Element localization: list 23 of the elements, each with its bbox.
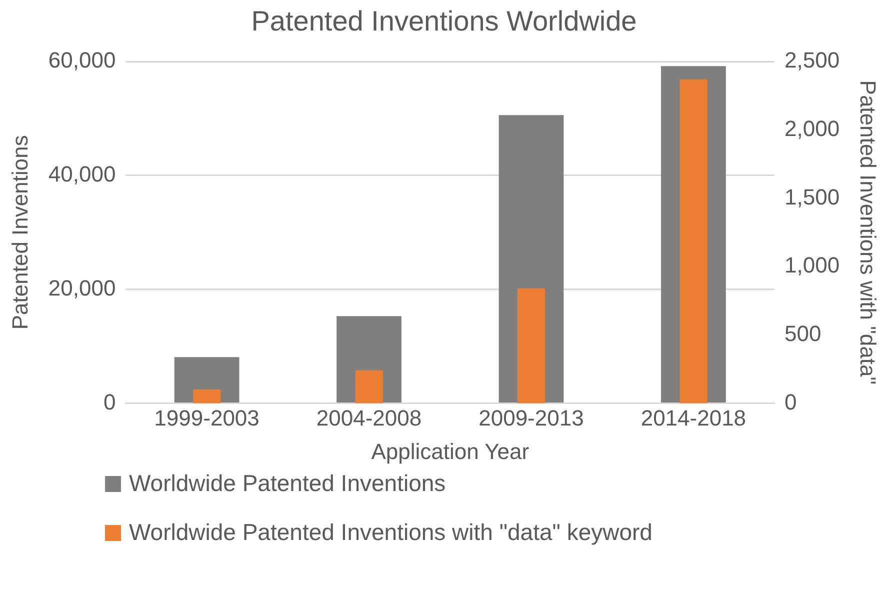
bar <box>517 288 546 404</box>
x-axis-title: Application Year <box>371 438 530 464</box>
y-tick-label: 60,000 <box>48 48 116 73</box>
x-tick-label: 2004-2008 <box>316 405 422 430</box>
y2-tick-label: 2,000 <box>784 116 840 141</box>
y2-tick-label: 2,500 <box>784 48 840 73</box>
y-axis-title: Patented Inventions <box>7 135 32 330</box>
y-tick-label: 40,000 <box>48 162 116 187</box>
y2-tick-label: 0 <box>784 389 797 414</box>
y2-axis-title: Patented Inventions with "data" <box>856 80 881 385</box>
bar <box>355 370 383 404</box>
y2-tick-label: 1,500 <box>784 184 840 210</box>
x-tick-label: 2009-2013 <box>478 405 584 430</box>
x-tick-label: 2014-2018 <box>640 405 746 430</box>
bar <box>193 390 221 404</box>
y2-tick-label: 500 <box>784 320 822 346</box>
legend-label: Worldwide Patented Inventions with "data" keyword <box>129 519 652 546</box>
x-tick-label: 1999-2003 <box>154 405 260 430</box>
chart-title: Patented Inventions Worldwide <box>251 6 637 37</box>
y2-tick-label: 1,000 <box>784 252 840 278</box>
y-tick-label: 0 <box>103 389 116 414</box>
legend-label: Worldwide Patented Inventions <box>129 470 446 497</box>
y-tick-label: 20,000 <box>48 275 116 300</box>
